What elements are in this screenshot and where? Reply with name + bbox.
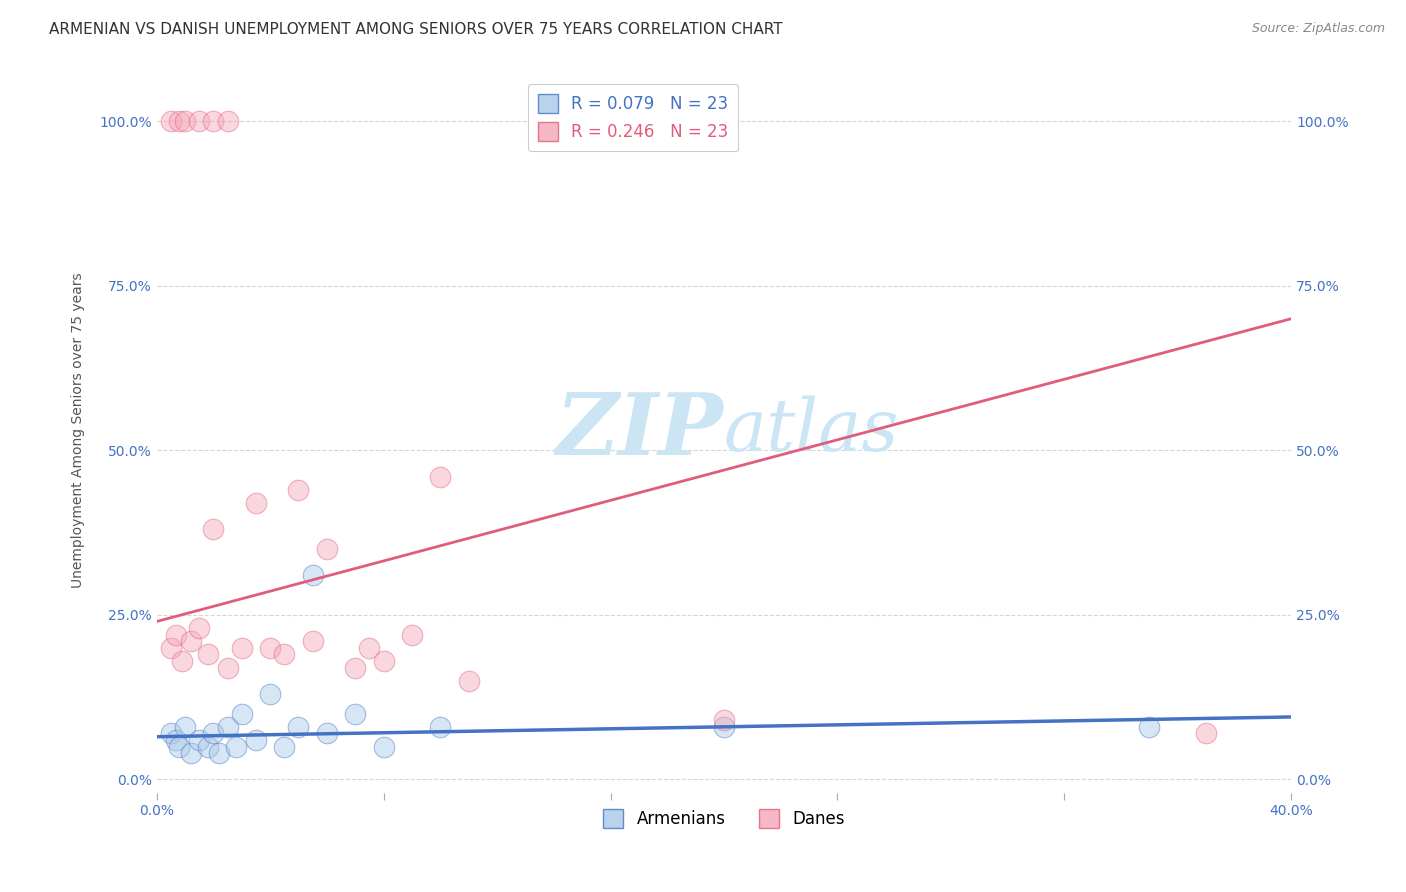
Point — [429, 720, 451, 734]
Point — [1195, 726, 1218, 740]
Point — [202, 726, 225, 740]
Point — [174, 114, 197, 128]
Point — [401, 628, 423, 642]
Point — [301, 634, 323, 648]
Point — [217, 720, 239, 734]
Point — [287, 720, 309, 734]
Point — [202, 114, 225, 128]
Y-axis label: Unemployment Among Seniors over 75 years: Unemployment Among Seniors over 75 years — [72, 273, 86, 589]
Point — [315, 542, 337, 557]
Text: Source: ZipAtlas.com: Source: ZipAtlas.com — [1251, 22, 1385, 36]
Point — [259, 687, 281, 701]
Point — [301, 568, 323, 582]
Point — [169, 114, 191, 128]
Point — [159, 114, 181, 128]
Point — [217, 114, 239, 128]
Point — [1139, 720, 1161, 734]
Point — [159, 726, 181, 740]
Point — [225, 739, 247, 754]
Point — [208, 746, 231, 760]
Point — [172, 654, 194, 668]
Point — [344, 706, 367, 721]
Legend: Armenians, Danes: Armenians, Danes — [596, 803, 852, 835]
Point — [373, 739, 395, 754]
Point — [359, 640, 381, 655]
Point — [344, 660, 367, 674]
Point — [315, 726, 337, 740]
Point — [429, 469, 451, 483]
Text: atlas: atlas — [724, 395, 900, 466]
Point — [231, 640, 253, 655]
Text: ZIP: ZIP — [557, 389, 724, 473]
Point — [197, 739, 219, 754]
Point — [159, 640, 181, 655]
Point — [231, 706, 253, 721]
Point — [217, 660, 239, 674]
Point — [166, 628, 188, 642]
Point — [259, 640, 281, 655]
Point — [180, 634, 202, 648]
Point — [457, 673, 479, 688]
Point — [713, 720, 735, 734]
Point — [188, 621, 211, 635]
Point — [166, 733, 188, 747]
Point — [188, 114, 211, 128]
Point — [245, 733, 267, 747]
Point — [197, 648, 219, 662]
Point — [174, 720, 197, 734]
Point — [287, 483, 309, 497]
Point — [245, 496, 267, 510]
Text: ARMENIAN VS DANISH UNEMPLOYMENT AMONG SENIORS OVER 75 YEARS CORRELATION CHART: ARMENIAN VS DANISH UNEMPLOYMENT AMONG SE… — [49, 22, 783, 37]
Point — [180, 746, 202, 760]
Point — [169, 739, 191, 754]
Point — [713, 713, 735, 727]
Point — [202, 522, 225, 536]
Point — [373, 654, 395, 668]
Point — [188, 733, 211, 747]
Point — [273, 648, 295, 662]
Point — [273, 739, 295, 754]
